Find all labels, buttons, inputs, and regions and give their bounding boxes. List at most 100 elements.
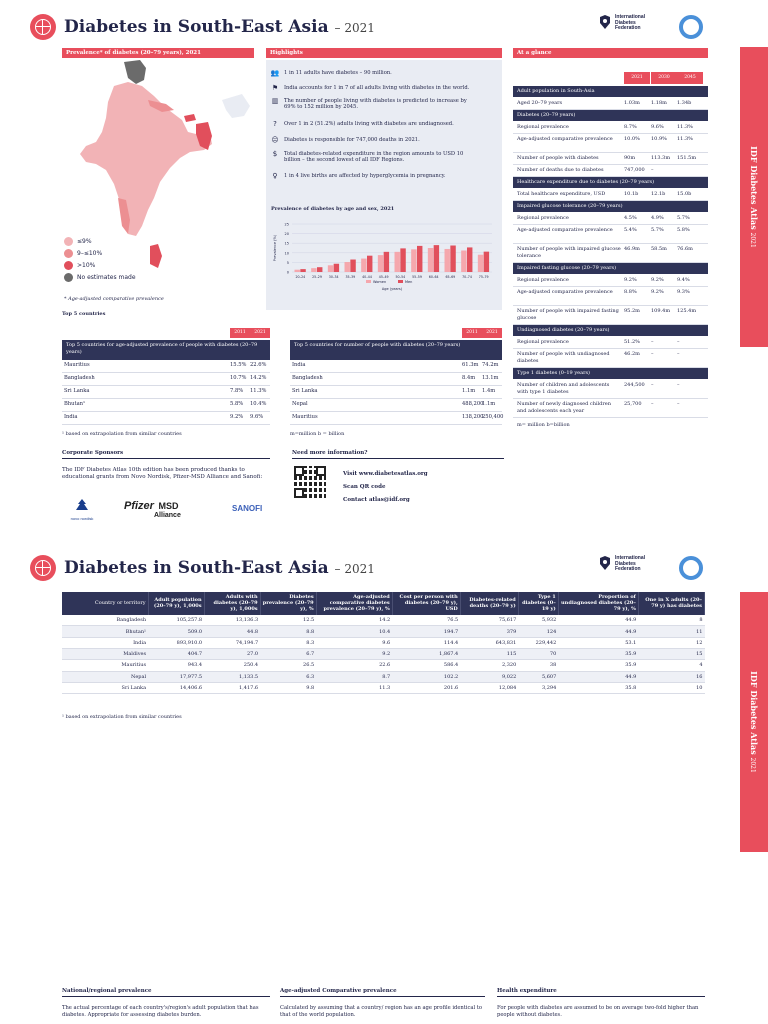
glance-value: 12.1b (651, 191, 666, 197)
glance-row-label: Number of children and adolescents with … (517, 382, 610, 395)
top5-value-2021: 250,400 (482, 414, 504, 420)
y-tick-label: 20 (285, 232, 289, 236)
table-cell: 6.3 (260, 671, 317, 683)
top5-value-2011: 1.1m (462, 388, 476, 394)
contact-link[interactable]: Contact atlas@idf.org (343, 497, 410, 503)
table-cell: 10.4 (316, 625, 393, 638)
top5-value-2021: 1.1m (482, 401, 496, 407)
novo-nordisk-logo: novo nordisk (64, 498, 100, 524)
glance-section-header: Adult population in South-Asia (513, 86, 708, 97)
divider (513, 224, 708, 225)
pregnancy-icon: ♀ (272, 172, 278, 180)
glance-value: – (651, 401, 654, 407)
top5-value-2011: 138,200 (462, 414, 484, 420)
map-header: Prevalence* of diabetes (20–79 years), 2… (62, 48, 254, 58)
glance-value: 11.3% (677, 136, 693, 142)
table-cell: 14,406.6 (148, 682, 205, 695)
x-tick-label: 45–49 (379, 275, 389, 279)
glance-header: At a glance (513, 48, 708, 58)
table-cell: 194.7 (392, 625, 461, 638)
column-header: Adults with diabetes (20–79 y), 1,000s (204, 592, 261, 615)
year-header: 2011 (462, 328, 482, 338)
highlight-text: 1 in 4 live births are affected by hyper… (284, 173, 446, 179)
table-cell: 943.4 (148, 659, 205, 672)
bar-men (483, 251, 490, 272)
divider (290, 424, 502, 425)
table-row: Bangladesh 105,257.8 13,136.3 12.5 14.2 76.5 7… (62, 614, 705, 627)
table-cell: 44.8 (204, 625, 261, 638)
legend-item: ≤9% (64, 236, 136, 248)
map-legend: ≤9% 9–≤10% >10% No estimates made (64, 236, 136, 284)
glance-value: 5.8% (677, 227, 690, 233)
table-cell: Bhutan¹ (62, 625, 149, 638)
table-cell: 38 (518, 659, 559, 672)
x-tick-label: 55–59 (412, 275, 422, 279)
table-cell: 1,417.6 (204, 682, 261, 695)
idf-logo-text: International Diabetes Federation (615, 14, 646, 31)
qr-code[interactable] (294, 466, 326, 498)
table-cell: 35.9 (558, 648, 639, 661)
glance-value: 15.0b (677, 191, 692, 197)
blue-circle-logo-page2 (679, 556, 703, 580)
bar-women (294, 269, 300, 272)
highlights-panel: 👥 1 in 11 adults have diabetes – 90 milli… (266, 60, 502, 310)
table-cell: 8.3 (260, 637, 317, 650)
table-cell: 17,977.5 (148, 671, 205, 683)
divider (290, 385, 502, 386)
glance-value: 1.18m (651, 100, 667, 106)
year-header: 2021 (250, 328, 270, 338)
glance-value: 9.3% (677, 289, 690, 295)
table-cell: 53.1 (558, 637, 639, 650)
visit-link[interactable]: Visit www.diabetesatlas.org (343, 471, 428, 477)
map-panel (62, 60, 254, 286)
idf-logo-mark-page2 (598, 556, 612, 572)
table-cell: 9.8 (260, 682, 317, 695)
y-tick-label: 25 (285, 223, 289, 227)
glance-value: 5.4% (624, 227, 637, 233)
sponsors-title: Corporate Sponsors (62, 450, 270, 459)
skull-icon: ☹ (271, 136, 279, 144)
table-cell: 404.7 (148, 648, 205, 661)
x-tick-label: 70–74 (462, 275, 472, 279)
page-title: Diabetes in South-East Asia – 2021 (64, 17, 375, 37)
divider (513, 417, 708, 418)
table-cell: 6.7 (260, 648, 317, 661)
top5-value-2011: 15.5% (230, 362, 247, 368)
bar-women (311, 268, 317, 272)
sidebar-atlas-page2: IDF Diabetes Atlas 2021 (740, 592, 768, 852)
table-cell: 643,831 (460, 637, 519, 650)
legend-dot (64, 261, 73, 270)
divider (513, 164, 708, 165)
table-cell: 9.2 (316, 648, 393, 661)
glance-section-header: Impaired fasting glucose (20–79 years) (513, 263, 708, 274)
page2-title-year: – 2021 (334, 562, 375, 576)
table-cell: 35.9 (558, 659, 639, 672)
top5-country: Bhutan¹ (64, 401, 86, 407)
top5-footnote: ¹ based on extrapolation from similar co… (62, 431, 182, 437)
x-tick-label: 30–34 (329, 275, 339, 279)
highlight-text: India accounts for 1 in 7 of all adults … (284, 85, 470, 91)
table-cell: Nepal (62, 671, 149, 683)
highlights-header: Highlights (266, 48, 502, 58)
table-cell: 102.2 (392, 671, 461, 683)
top5-value-2011: 7.8% (230, 388, 244, 394)
idf-logo-mark (598, 15, 612, 31)
top5-country: Mauritius (64, 362, 90, 368)
top5-value-2011: 61.3m (462, 362, 479, 368)
table-cell: 114.4 (392, 637, 461, 650)
glance-value: 113.3m (651, 155, 671, 161)
legend-item: >10% (64, 260, 136, 272)
footer-col-2: Age-adjusted Comparative prevalence Calc… (280, 988, 485, 1018)
top5-country: India (292, 362, 306, 368)
bar-women (361, 258, 367, 272)
glance-value: – (677, 339, 680, 345)
bar-women (377, 255, 384, 272)
divider (513, 152, 708, 153)
glance-value: – (651, 167, 654, 173)
divider (513, 176, 708, 177)
y-tick-label: 0 (287, 271, 289, 275)
age-chart-title: Prevalence of diabetes by age and sex, 2… (271, 206, 395, 212)
bar-men (350, 259, 356, 272)
glance-value: 8.7% (624, 124, 637, 130)
money-icon: $ (272, 150, 278, 158)
